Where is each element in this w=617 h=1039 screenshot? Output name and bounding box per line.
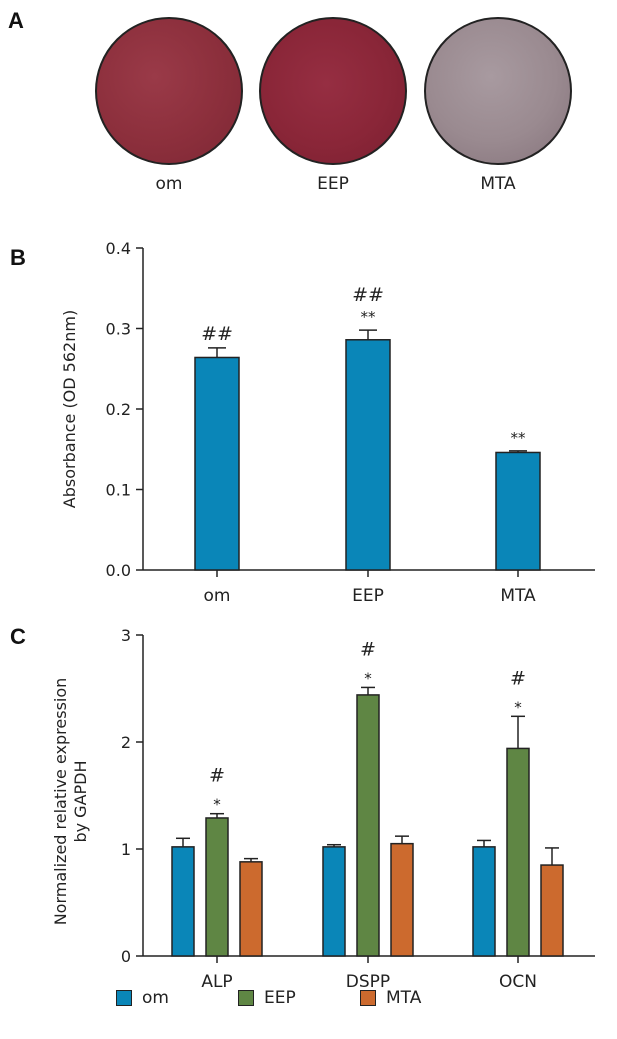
y-tick-label: 0.1 — [106, 481, 131, 500]
y-axis-title-line1: Normalized relative expression — [51, 678, 70, 926]
y-tick-label: 3 — [121, 626, 131, 645]
x-tick-label: OCN — [499, 972, 537, 992]
y-tick-label: 0.2 — [106, 400, 131, 419]
bar-dspp-om — [322, 846, 346, 957]
x-tick-label: DSPP — [346, 972, 390, 992]
y-tick-label: 0.3 — [106, 320, 131, 339]
bar-dspp-eep — [356, 694, 380, 957]
y-axis-title: Absorbance (OD 562nm) — [60, 310, 79, 508]
x-tick-label: om — [204, 586, 231, 606]
bar-dspp-mta — [390, 842, 414, 957]
y-tick-label: 0.0 — [106, 561, 131, 580]
significance-mark: ** — [361, 308, 377, 326]
dish-label-om: om — [155, 174, 183, 194]
chart-c-legend: om EEP MTA — [116, 988, 482, 1008]
legend-item-mta: MTA — [360, 988, 482, 1008]
chart-b-absorbance: 0.0 0.1 0.2 0.3 0.4 om ## EEP ** ## MTA ** Absorbanc… — [60, 239, 595, 606]
bar-om — [194, 356, 240, 571]
culture-dish-om — [95, 17, 243, 165]
y-tick-label: 0.4 — [106, 239, 131, 258]
culture-dish-mta — [424, 17, 572, 165]
legend-swatch-om — [116, 990, 132, 1006]
y-tick-label: 2 — [121, 733, 131, 752]
dish-label-eep: EEP — [317, 174, 349, 194]
x-tick-label: EEP — [352, 586, 384, 606]
dish-label-mta: MTA — [480, 174, 516, 194]
panel-c-letter: C — [10, 624, 26, 649]
bar-alp-eep — [205, 817, 229, 957]
culture-dish-eep — [259, 17, 407, 165]
significance-mark: ** — [511, 429, 527, 447]
bar-ocn-mta — [540, 864, 564, 957]
legend-item-eep: EEP — [238, 988, 360, 1008]
significance-mark: # — [510, 667, 526, 689]
bar-eep — [345, 339, 391, 571]
significance-mark: ## — [201, 323, 233, 345]
significance-mark: ## — [352, 284, 384, 306]
significance-mark: # — [360, 638, 376, 660]
y-axis-title-line2: by GAPDH — [71, 760, 90, 842]
legend-label-eep: EEP — [264, 988, 296, 1008]
bar-alp-mta — [239, 861, 263, 957]
legend-swatch-mta — [360, 990, 376, 1006]
y-tick-label: 0 — [121, 947, 131, 966]
x-tick-label: ALP — [201, 972, 232, 992]
significance-mark: # — [209, 765, 225, 787]
significance-mark: * — [364, 669, 372, 687]
bar-ocn-eep — [506, 747, 530, 957]
y-tick-label: 1 — [121, 840, 131, 859]
legend-item-om: om — [116, 988, 238, 1008]
significance-mark: * — [213, 796, 221, 814]
significance-mark: * — [514, 698, 522, 716]
panel-a-letter: A — [8, 8, 24, 33]
chart-c-expression: 0 1 2 3 * # ALP * # DSPP * # OCN Normalized relative … — [51, 626, 595, 992]
x-tick-label: MTA — [500, 586, 536, 606]
bar-alp-om — [171, 846, 195, 957]
bar-mta — [495, 451, 541, 571]
legend-label-om: om — [142, 988, 169, 1008]
legend-swatch-eep — [238, 990, 254, 1006]
bar-ocn-om — [472, 846, 496, 957]
legend-label-mta: MTA — [386, 988, 422, 1008]
panel-b-letter: B — [10, 245, 26, 270]
